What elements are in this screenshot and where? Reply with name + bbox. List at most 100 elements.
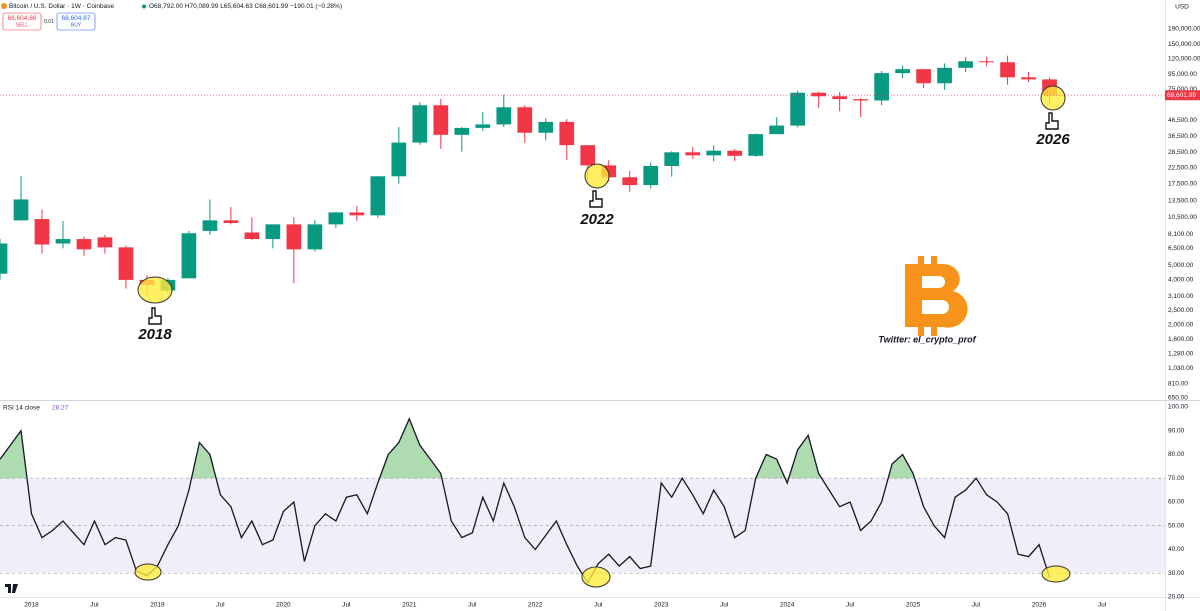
last-price-tag — [1165, 90, 1200, 101]
highlight-2022 — [584, 163, 610, 189]
candle-body — [0, 243, 8, 274]
candle-body — [559, 121, 575, 146]
candle-body — [811, 92, 826, 97]
y-tick-label: 13,500.00 — [1168, 198, 1197, 205]
y-tick-label: 2,000.00 — [1168, 322, 1194, 329]
x-tick-label: Jul — [594, 602, 603, 609]
hand-2026 — [1045, 112, 1059, 130]
rsi-value: 28.27 — [52, 405, 69, 412]
candle-body — [223, 220, 239, 224]
candle-body — [622, 177, 638, 186]
x-tick-label: 2018 — [24, 602, 39, 609]
candle-body — [748, 134, 764, 156]
y-tick-label: 36,500.00 — [1168, 133, 1197, 140]
y-tick-label: 190,000.00 — [1168, 26, 1200, 33]
x-tick-label: 2021 — [402, 602, 417, 609]
y-tick-label: 22,500.00 — [1168, 164, 1197, 171]
x-tick-label: 2026 — [1032, 602, 1047, 609]
market-status — [142, 4, 146, 9]
buy-button[interactable] — [56, 12, 96, 31]
rsi-title: RSI 14 close — [3, 405, 40, 412]
candle-body — [307, 224, 323, 250]
y-tick-label: 100.00 — [1168, 404, 1188, 411]
sell-price[interactable]: 68,604.86 — [8, 15, 37, 22]
candle-body — [664, 152, 680, 166]
last-price-label: 68,601.99 — [1167, 92, 1196, 99]
y-tick-label: 10,500.00 — [1168, 214, 1197, 221]
candle-body — [454, 127, 470, 135]
x-tick-label: Jul — [972, 602, 981, 609]
candle-body — [244, 232, 260, 240]
candle-body — [55, 239, 71, 244]
candle-body — [370, 176, 386, 216]
y-tick-label: 650.00 — [1168, 395, 1188, 402]
candle-body — [958, 61, 973, 68]
highlight-2018 — [137, 276, 173, 304]
candle-body — [34, 219, 50, 245]
candle-body — [118, 247, 134, 280]
tv-logo — [5, 584, 18, 593]
candle-body — [727, 150, 743, 156]
y-tick-label: 46,500.00 — [1168, 117, 1197, 124]
candle-body — [496, 107, 512, 125]
x-tick-label: 2019 — [150, 602, 165, 609]
candle-body — [1021, 77, 1036, 80]
y-tick-label: 80.00 — [1168, 451, 1185, 458]
candle-body — [286, 224, 302, 250]
y-tick-label: 4,000.00 — [1168, 277, 1194, 284]
candle-body — [475, 124, 491, 128]
y-tick-label: 120,000.00 — [1168, 56, 1200, 63]
y-tick-label: 40.00 — [1168, 546, 1185, 553]
bitcoin-logo — [905, 256, 968, 336]
spread: 0.01 — [44, 19, 54, 25]
x-tick-label: Jul — [216, 602, 225, 609]
candle-body — [769, 125, 785, 135]
x-tick-label: Jul — [720, 602, 729, 609]
highlights — [134, 85, 1071, 588]
sell-button[interactable] — [2, 12, 42, 31]
hand-icons — [148, 112, 1059, 325]
y-tick-label: 2,500.00 — [1168, 307, 1194, 314]
candle-body — [853, 99, 868, 101]
x-tick-label: 2025 — [906, 602, 921, 609]
candle-body — [328, 212, 344, 225]
candle-body — [580, 145, 596, 166]
x-tick-label: Jul — [468, 602, 477, 609]
y-tick-label: 75,000.00 — [1168, 86, 1197, 93]
candle-body — [601, 165, 617, 178]
y-tick-label: 3,100.00 — [1168, 293, 1194, 300]
sell-label[interactable]: SELL — [16, 22, 28, 28]
candle-body — [874, 73, 889, 101]
rsi-highlight-2018 — [134, 563, 162, 581]
x-tick-label: Jul — [90, 602, 99, 609]
y-tick-label: 30.00 — [1168, 570, 1185, 577]
symbol: Bitcoin / U.S. Dollar · 1W · Coinbase — [9, 3, 115, 10]
rsi-highlight-2022 — [581, 566, 611, 588]
y-tick-label: 95,000.00 — [1168, 71, 1197, 78]
y-tick-label: 810.00 — [1168, 380, 1188, 387]
candle-body — [517, 107, 533, 133]
y-tick-label: 90.00 — [1168, 427, 1185, 434]
candle-body — [937, 67, 952, 84]
y-tick-label: 17,500.00 — [1168, 181, 1197, 188]
y-tick-label: 5,000.00 — [1168, 262, 1194, 269]
buy-price[interactable]: 68,604.87 — [62, 15, 91, 22]
symbol-icon — [1, 3, 7, 9]
label-2018: 2018 — [137, 326, 172, 343]
candle-body — [412, 105, 428, 143]
candle-body — [181, 233, 197, 279]
x-tick-label: Jul — [1098, 602, 1107, 609]
y-tick-label: 150,000.00 — [1168, 41, 1200, 48]
candle-body — [979, 61, 994, 63]
y-tick-label: 1,600.00 — [1168, 336, 1194, 343]
candle-body — [202, 220, 218, 231]
y-tick-label: 28,500.00 — [1168, 149, 1197, 156]
y-tick-label: 1,030.00 — [1168, 365, 1194, 372]
x-tick-label: 2022 — [528, 602, 543, 609]
candle-body — [1000, 62, 1015, 78]
y-tick-label: 6,500.00 — [1168, 245, 1194, 252]
buy-label[interactable]: BUY — [71, 22, 82, 28]
x-tick-label: 2020 — [276, 602, 291, 609]
